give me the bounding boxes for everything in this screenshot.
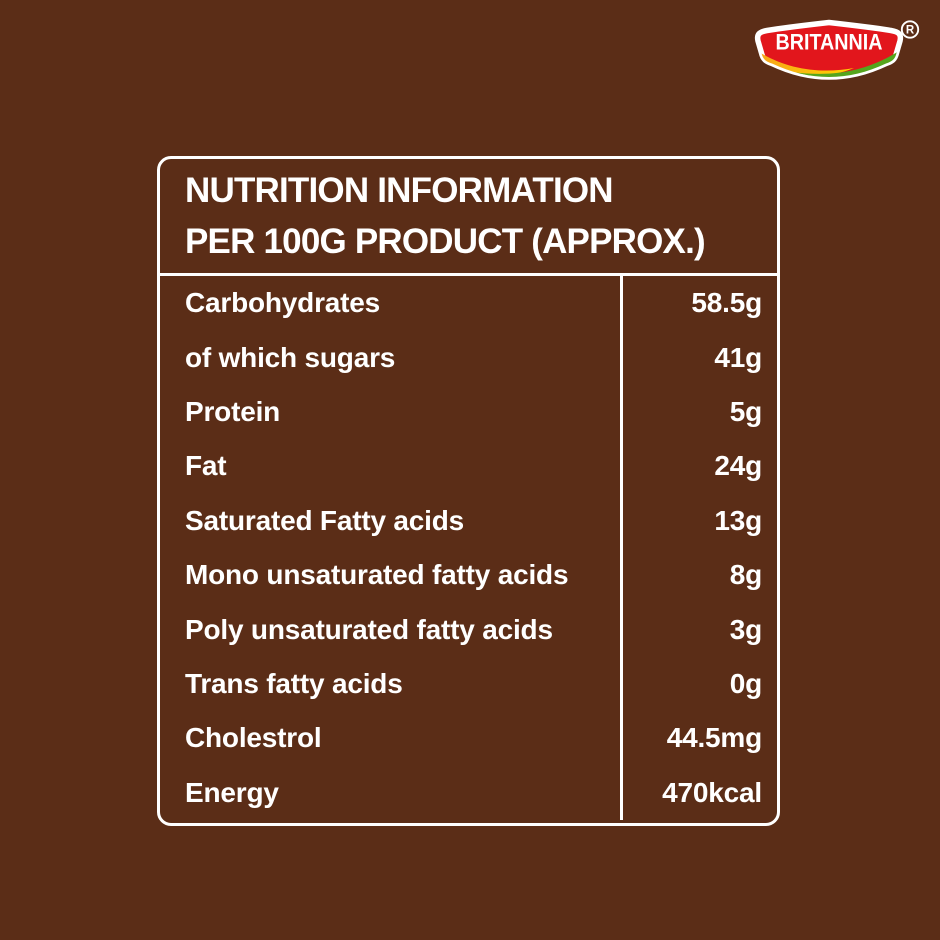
nutrient-value: 44.5mg	[666, 722, 762, 754]
nutrient-value: 5g	[729, 396, 762, 428]
logo-registered-mark: R	[900, 20, 920, 39]
nutrition-panel: NUTRITION INFORMATION PER 100G PRODUCT (…	[157, 156, 780, 826]
nutrient-label: Cholestrol	[185, 722, 322, 754]
nutrient-value: 41g	[714, 341, 762, 373]
nutrient-label: Carbohydrates	[185, 287, 381, 319]
panel-header: NUTRITION INFORMATION PER 100G PRODUCT (…	[160, 159, 777, 276]
logo-brand-text: BRITANNIA	[776, 30, 883, 55]
nutrient-label: Mono unsaturated fatty acids	[185, 559, 569, 591]
nutrition-table: Carbohydrates 58.5g of which sugars 41g …	[160, 276, 777, 820]
table-row: Trans fatty acids 0g	[160, 657, 777, 711]
nutrient-value: 8g	[729, 559, 762, 591]
table-row: Carbohydrates 58.5g	[160, 276, 777, 330]
table-row: Fat 24g	[160, 439, 777, 493]
nutrient-value: 13g	[714, 504, 762, 536]
nutrient-value: 24g	[714, 450, 762, 482]
britannia-logo: BRITANNIA R	[754, 19, 920, 80]
nutrient-value: 3g	[729, 613, 762, 645]
nutrient-label: Fat	[185, 450, 227, 482]
svg-text:R: R	[906, 25, 915, 37]
table-row: Energy 470kcal	[160, 766, 777, 820]
column-divider	[620, 276, 623, 820]
table-row: Protein 5g	[160, 385, 777, 439]
table-row: Cholestrol 44.5mg	[160, 711, 777, 765]
nutrient-label: Protein	[185, 396, 281, 428]
nutrient-label: Trans fatty acids	[185, 668, 403, 700]
nutrient-value: 470kcal	[662, 776, 762, 808]
nutrient-label: Saturated Fatty acids	[185, 504, 464, 536]
nutrient-label: of which sugars	[185, 341, 396, 373]
table-row: Poly unsaturated fatty acids 3g	[160, 602, 777, 656]
panel-title-line-2: PER 100G PRODUCT (APPROX.)	[185, 222, 706, 261]
table-row: of which sugars 41g	[160, 330, 777, 384]
table-row: Mono unsaturated fatty acids 8g	[160, 548, 777, 602]
table-row: Saturated Fatty acids 13g	[160, 494, 777, 548]
nutrient-label: Energy	[185, 776, 279, 808]
panel-title-line-1: NUTRITION INFORMATION	[185, 171, 614, 210]
nutrient-value: 0g	[729, 668, 762, 700]
nutrient-label: Poly unsaturated fatty acids	[185, 613, 553, 645]
nutrient-value: 58.5g	[691, 287, 762, 319]
